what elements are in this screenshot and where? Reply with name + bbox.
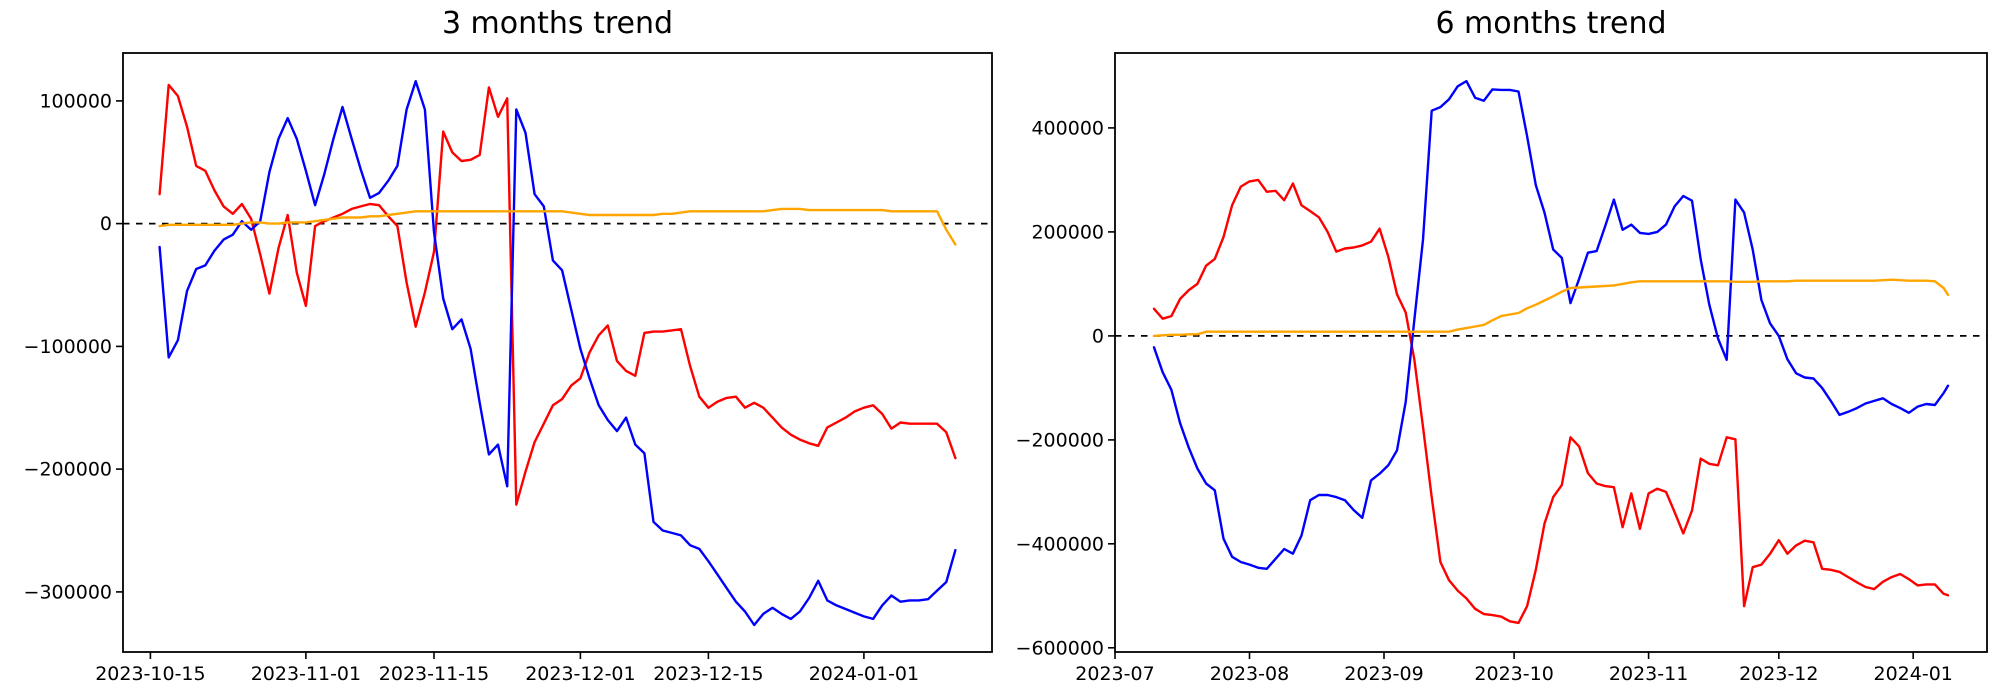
chart-0-red-series xyxy=(158,83,957,506)
y-tick-label: 0 xyxy=(100,213,112,235)
y-tick-label: −300000 xyxy=(24,581,112,603)
right-chart-title: 6 months trend xyxy=(1435,6,1667,41)
x-tick-label: 2023-08 xyxy=(1210,663,1289,685)
x-tick-label: 2024-01 xyxy=(1874,663,1953,685)
x-tick-label: 2023-10-15 xyxy=(95,663,205,685)
y-tick-label: 400000 xyxy=(1031,117,1104,139)
x-tick-label: 2023-07 xyxy=(1075,663,1154,685)
x-tick-label: 2023-12-01 xyxy=(525,663,635,685)
chart-1-orange-series xyxy=(1152,278,1950,338)
x-tick-label: 2023-11-01 xyxy=(251,663,361,685)
x-tick-label: 2023-12 xyxy=(1739,663,1818,685)
x-tick-label: 2023-10 xyxy=(1474,663,1553,685)
y-tick-label: −200000 xyxy=(1016,429,1104,451)
chart-1-red-series xyxy=(1152,178,1950,625)
x-tick-label: 2023-09 xyxy=(1344,663,1423,685)
y-tick-label: 0 xyxy=(1092,325,1104,347)
chart-3-months-trend: 2023-10-15 2023-11-01 2023-11-15 2023-12-01… xyxy=(24,52,993,685)
y-tick-label: 100000 xyxy=(39,90,112,112)
y-tick-label: −200000 xyxy=(24,459,112,481)
x-tick-label: 2023-11 xyxy=(1609,663,1688,685)
chart-0-orange-series xyxy=(158,207,957,246)
plot-frame xyxy=(122,52,993,653)
y-tick-label: −600000 xyxy=(1016,637,1104,659)
x-tick-label: 2023-12-15 xyxy=(653,663,763,685)
plot-frame xyxy=(1114,52,1988,653)
y-tick-label: −100000 xyxy=(24,336,112,358)
y-tick-label: 200000 xyxy=(1031,221,1104,243)
y-tick-label: −400000 xyxy=(1016,533,1104,555)
chart-1-blue-series xyxy=(1152,79,1950,570)
x-tick-label: 2024-01-01 xyxy=(809,663,919,685)
x-tick-label: 2023-11-15 xyxy=(379,663,489,685)
left-chart-title: 3 months trend xyxy=(441,6,674,41)
chart-0-blue-series xyxy=(158,79,957,627)
chart-6-months-trend: 2023-07 2023-08 2023-09 2023-10 2023-11 2023-… xyxy=(1016,52,1988,685)
